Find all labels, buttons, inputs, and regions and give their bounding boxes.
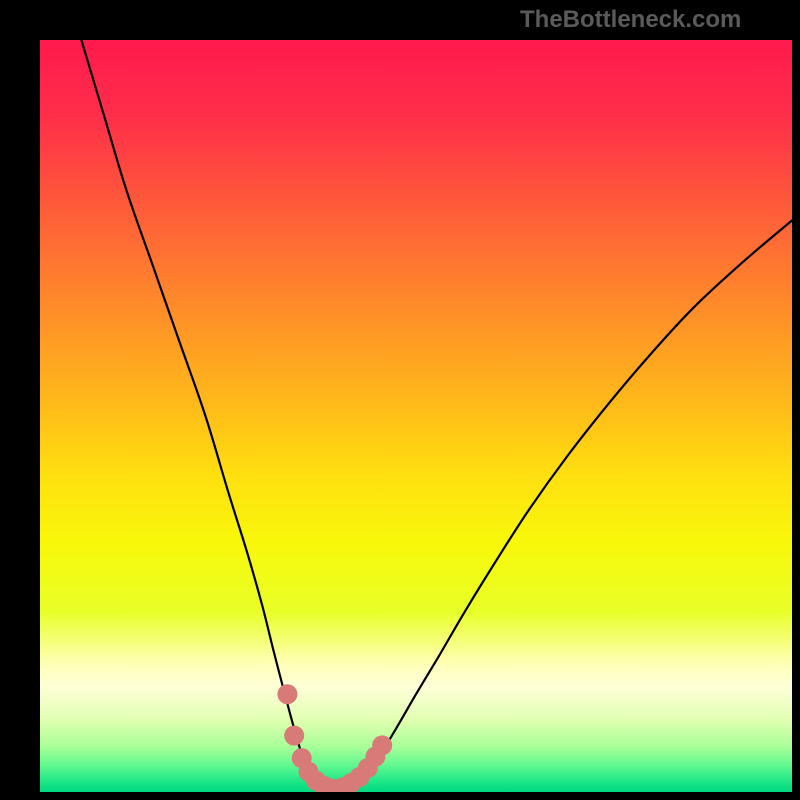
chart-container: TheBottleneck.com — [0, 0, 800, 800]
data-point — [277, 684, 297, 704]
watermark-text: TheBottleneck.com — [520, 6, 741, 34]
data-point — [284, 726, 304, 746]
data-points-overlay — [40, 40, 792, 792]
plot-area — [40, 40, 792, 792]
data-point — [372, 735, 392, 755]
